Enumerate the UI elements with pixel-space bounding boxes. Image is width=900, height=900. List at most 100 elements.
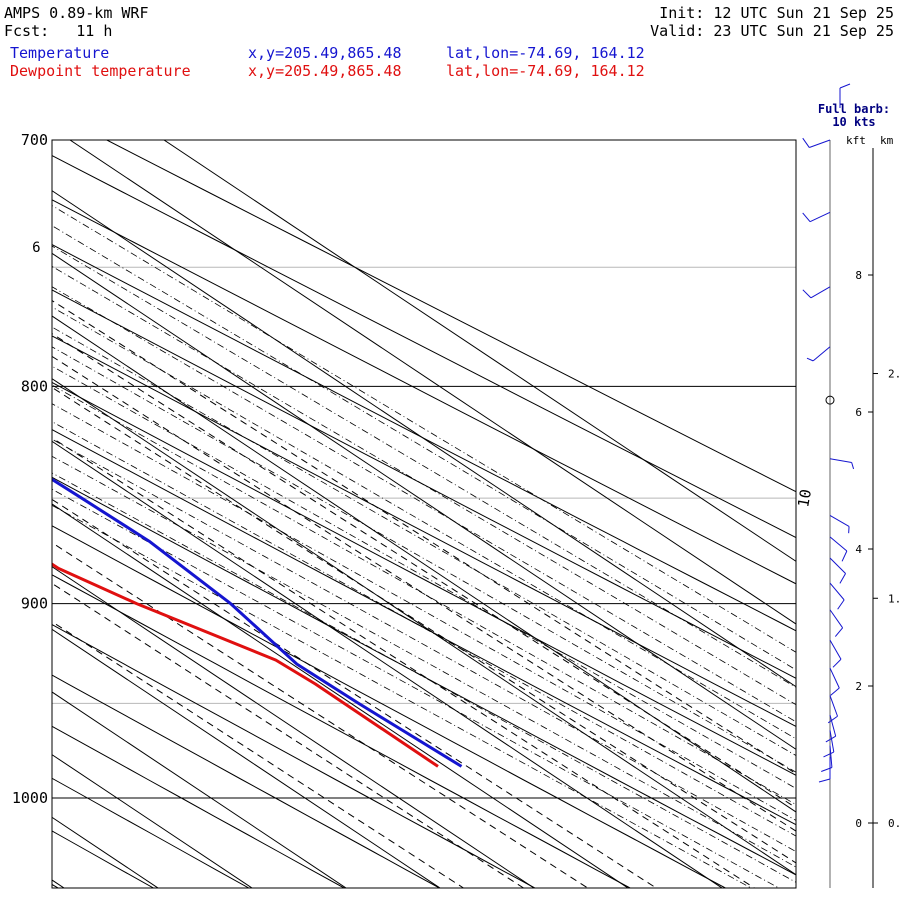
isotherm xyxy=(52,440,723,888)
wind-barb-flag xyxy=(823,751,835,758)
kft-tick-label: 0 xyxy=(855,817,862,830)
legend-dewpoint-latlon: lat,lon=-74.69, 164.12 xyxy=(446,62,645,80)
kft-tick-label: 8 xyxy=(855,269,862,282)
pressure-tick-label: 700 xyxy=(21,131,48,149)
wind-barb-shaft xyxy=(810,286,831,299)
model-title: AMPS 0.89-km WRF xyxy=(4,4,149,22)
temperature-profile xyxy=(52,477,463,768)
wind-barb-shaft xyxy=(812,346,831,362)
isotherm xyxy=(52,315,796,813)
mixing-ratio-label: 6 xyxy=(32,240,40,256)
mixing-ratio-line xyxy=(52,582,525,888)
legend-dewpoint-xy: x,y=205.49,865.48 xyxy=(248,62,402,80)
chart-labels-layer: .0512412346220230240250260270280290300-7… xyxy=(12,102,900,830)
isotherm xyxy=(52,503,629,888)
moist-adiabat xyxy=(52,472,796,883)
valid-value: 23 UTC Sun 21 Sep 25 xyxy=(713,22,894,40)
wind-barb-shaft xyxy=(809,139,831,148)
init-label: Init: xyxy=(659,4,705,22)
km-tick-label: 1. xyxy=(888,592,900,605)
moist-adiabat xyxy=(52,488,780,888)
isotherm xyxy=(69,140,796,625)
wind-barb-flag xyxy=(818,778,831,783)
isotherm xyxy=(52,252,796,750)
wind-barb-shaft xyxy=(829,695,838,717)
wind-barb-shaft xyxy=(829,582,845,601)
fcst-label: Fcst: xyxy=(4,22,50,40)
valid-label: Valid: xyxy=(650,22,705,40)
dry-adiabat xyxy=(52,574,632,888)
wind-barb-shaft xyxy=(829,536,848,552)
wind-barb-shaft xyxy=(829,609,844,629)
wind-barb-flag xyxy=(806,357,814,362)
dry-adiabat xyxy=(52,476,796,876)
mixing-ratio-line xyxy=(52,621,465,888)
wind-barb-shaft xyxy=(809,211,831,223)
dry-adiabat xyxy=(52,525,727,888)
wind-barb-shaft xyxy=(829,458,852,464)
wind-barb-shaft xyxy=(829,639,842,660)
moist-adiabat xyxy=(52,455,796,868)
dewpoint-profile xyxy=(52,562,439,768)
wind-barb-shaft xyxy=(829,515,850,527)
wind-barb-flag xyxy=(802,289,812,299)
km-tick-label: 2. xyxy=(888,368,900,381)
kft-tick-label: 6 xyxy=(855,406,862,419)
dry-adiabat xyxy=(52,725,346,888)
dry-adiabat xyxy=(52,624,536,888)
kft-tick-label: 4 xyxy=(855,543,862,556)
wind-barb-flag xyxy=(834,627,844,637)
mixing-ratio-line xyxy=(52,437,756,888)
mixing-ratio-line xyxy=(52,355,796,832)
valid-time: Valid: 23 UTC Sun 21 Sep 25 xyxy=(650,22,894,40)
barb-key-line1: Full barb: xyxy=(818,102,890,116)
pressure-tick-label: 900 xyxy=(21,595,48,613)
isotherm xyxy=(52,628,441,888)
wind-barb-flag xyxy=(802,137,810,148)
isotherm xyxy=(163,140,796,562)
wind-barb-flag xyxy=(839,573,846,584)
wind-barb-panel xyxy=(802,83,878,888)
mixing-ratio-line xyxy=(52,542,589,888)
isotherm xyxy=(52,754,253,888)
kft-tick-label: 2 xyxy=(855,680,862,693)
legend-temperature-xy: x,y=205.49,865.48 xyxy=(248,44,402,62)
wind-barb-flag xyxy=(841,550,848,562)
calm-wind-marker xyxy=(825,395,835,405)
pressure-tick-label: 800 xyxy=(21,377,48,395)
mixing-ratio-line xyxy=(52,299,796,775)
wind-barb-flag xyxy=(837,599,845,610)
wind-barb-flag xyxy=(851,462,855,470)
isotherm xyxy=(52,190,796,688)
barb-key-line2: 10 kts xyxy=(832,115,875,129)
forecast-hour: Fcst: 11 h xyxy=(4,22,112,40)
mixing-ratio-line xyxy=(52,386,796,864)
wind-barb-flag xyxy=(825,735,836,743)
kft-axis-title: kft xyxy=(846,134,866,147)
wind-barb-shaft xyxy=(829,557,846,574)
dry-adiabat xyxy=(52,674,441,888)
km-axis-title: km xyxy=(880,134,894,147)
km-tick-label: 0. xyxy=(888,817,900,830)
pressure-tick-label: 1000 xyxy=(12,789,48,807)
fcst-value: 11 h xyxy=(76,22,113,40)
wind-barb-shaft xyxy=(829,745,833,768)
moist-adiabat xyxy=(52,504,752,888)
wind-barb-flag xyxy=(802,212,811,222)
